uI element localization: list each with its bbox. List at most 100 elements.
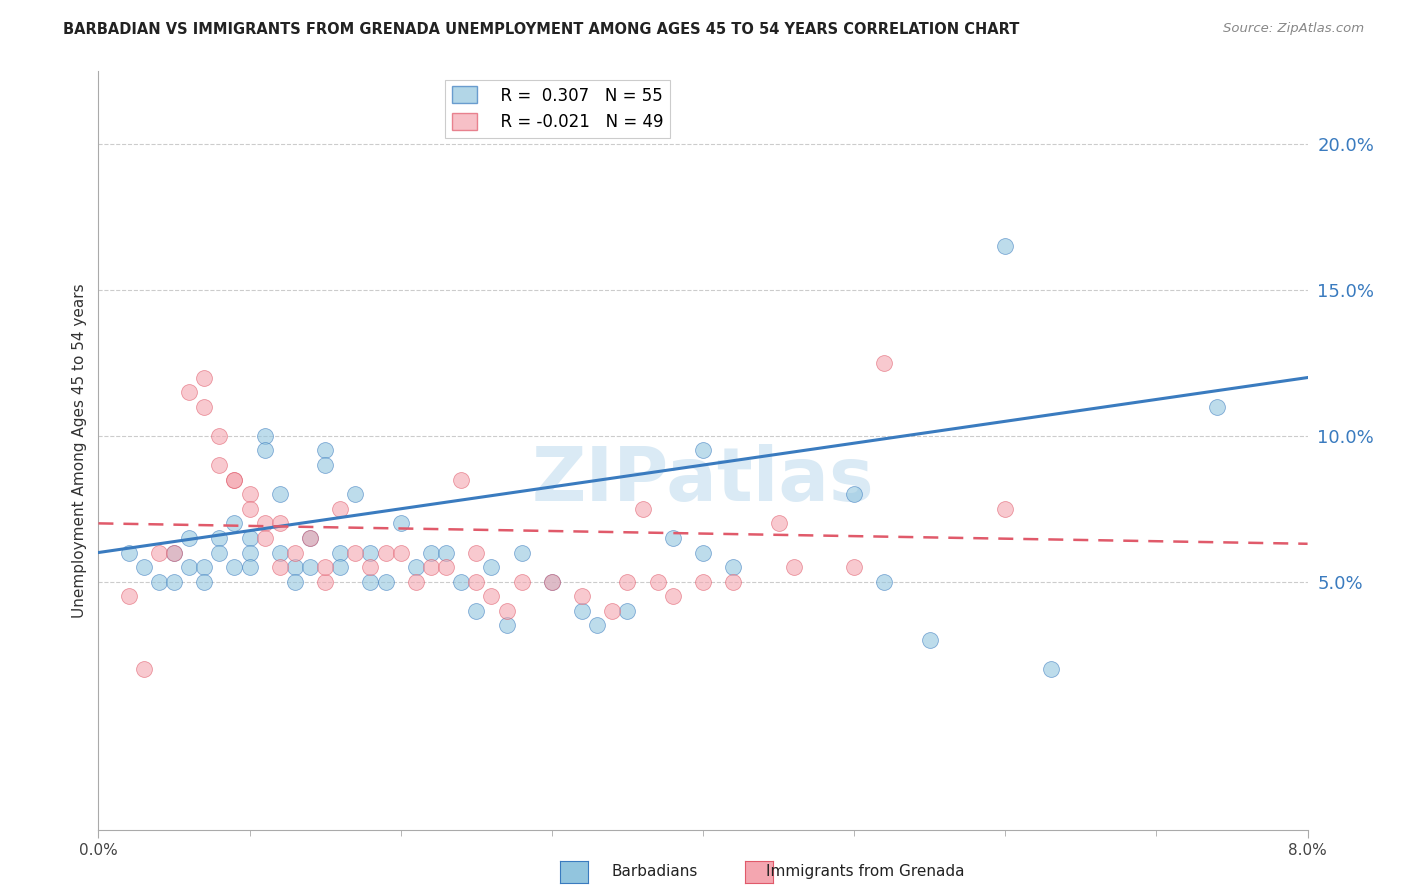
Point [253,516,276,531]
Point [329,501,352,516]
Point [253,443,276,458]
Point [314,443,336,458]
Point [284,574,307,589]
Point [253,531,276,545]
Point [647,574,669,589]
Point [360,574,382,589]
Point [163,545,186,559]
Point [299,531,322,545]
Point [540,574,562,589]
Point [481,560,503,574]
Point [420,545,443,559]
Point [132,662,155,676]
Point [253,429,276,443]
Point [768,516,790,531]
Point [616,574,638,589]
Point [495,618,517,632]
Point [450,574,472,589]
Point [994,501,1017,516]
Point [224,473,246,487]
Point [148,574,170,589]
Point [405,560,427,574]
Point [329,545,352,559]
Y-axis label: Unemployment Among Ages 45 to 54 years: Unemployment Among Ages 45 to 54 years [72,283,87,618]
Point [1039,662,1062,676]
Text: BARBADIAN VS IMMIGRANTS FROM GRENADA UNEMPLOYMENT AMONG AGES 45 TO 54 YEARS CORR: BARBADIAN VS IMMIGRANTS FROM GRENADA UNE… [63,22,1019,37]
Point [586,618,609,632]
Point [723,574,745,589]
Point [269,487,291,501]
Point [314,458,336,472]
Point [132,560,155,574]
Point [873,574,896,589]
Point [360,545,382,559]
Point [571,589,593,603]
Point [389,545,412,559]
Point [208,531,231,545]
Point [224,560,246,574]
Point [918,633,941,648]
Point [179,531,201,545]
Legend:   R =  0.307   N = 55,   R = -0.021   N = 49: R = 0.307 N = 55, R = -0.021 N = 49 [446,79,671,137]
Point [661,589,683,603]
Point [118,545,141,559]
Point [193,574,215,589]
Point [239,545,262,559]
Text: Immigrants from Grenada: Immigrants from Grenada [766,864,965,879]
Point [193,370,215,384]
Point [692,545,714,559]
Point [179,560,201,574]
Point [1206,400,1229,414]
Text: Barbadians: Barbadians [612,864,697,879]
Point [314,574,336,589]
Text: ZIPatlas: ZIPatlas [531,444,875,517]
Text: Source: ZipAtlas.com: Source: ZipAtlas.com [1223,22,1364,36]
Point [118,589,141,603]
Point [239,560,262,574]
Point [571,604,593,618]
Point [179,385,201,400]
Point [299,531,322,545]
Point [239,531,262,545]
Point [193,560,215,574]
Point [208,429,231,443]
Point [284,545,307,559]
Point [434,560,457,574]
Point [692,574,714,589]
Point [481,589,503,603]
Point [208,545,231,559]
Point [844,487,866,501]
Point [723,560,745,574]
Point [994,239,1017,253]
Point [389,516,412,531]
Point [284,560,307,574]
Point [360,560,382,574]
Point [873,356,896,370]
Point [465,574,488,589]
Point [239,501,262,516]
Point [344,545,367,559]
Point [465,545,488,559]
Point [465,604,488,618]
Point [616,604,638,618]
Point [450,473,472,487]
Point [510,545,533,559]
Point [631,501,654,516]
Point [208,458,231,472]
Point [239,487,262,501]
Point [269,560,291,574]
Point [193,400,215,414]
Point [299,560,322,574]
Point [163,545,186,559]
Point [540,574,562,589]
Point [510,574,533,589]
Point [602,604,624,618]
Point [434,545,457,559]
Point [163,574,186,589]
Point [661,531,683,545]
Point [329,560,352,574]
Point [224,473,246,487]
Point [420,560,443,574]
Point [405,574,427,589]
Point [269,516,291,531]
